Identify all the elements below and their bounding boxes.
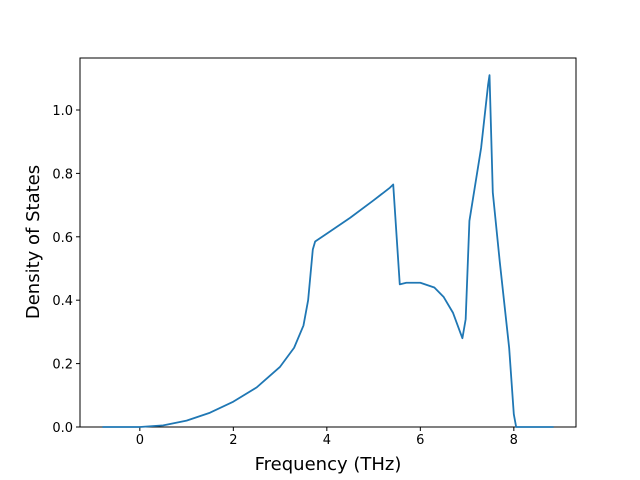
y-tick-label: 0.6 xyxy=(52,231,73,246)
y-tick-label: 0.4 xyxy=(52,294,73,309)
x-tick-label: 6 xyxy=(416,433,424,448)
line-series xyxy=(102,74,554,428)
y-tick-label: 1.0 xyxy=(52,104,73,119)
y-tick-label: 0.0 xyxy=(52,421,73,436)
x-tick-label: 8 xyxy=(510,433,518,448)
plot-frame xyxy=(79,57,577,428)
y-tick-label: 0.8 xyxy=(52,167,73,182)
x-tick-label: 2 xyxy=(229,433,237,448)
y-axis-label: Density of States xyxy=(23,165,44,319)
y-tick-label: 0.2 xyxy=(52,358,73,373)
x-axis-label: Frequency (THz) xyxy=(255,454,402,475)
x-tick-label: 0 xyxy=(136,433,144,448)
x-tick-label: 4 xyxy=(323,433,331,448)
